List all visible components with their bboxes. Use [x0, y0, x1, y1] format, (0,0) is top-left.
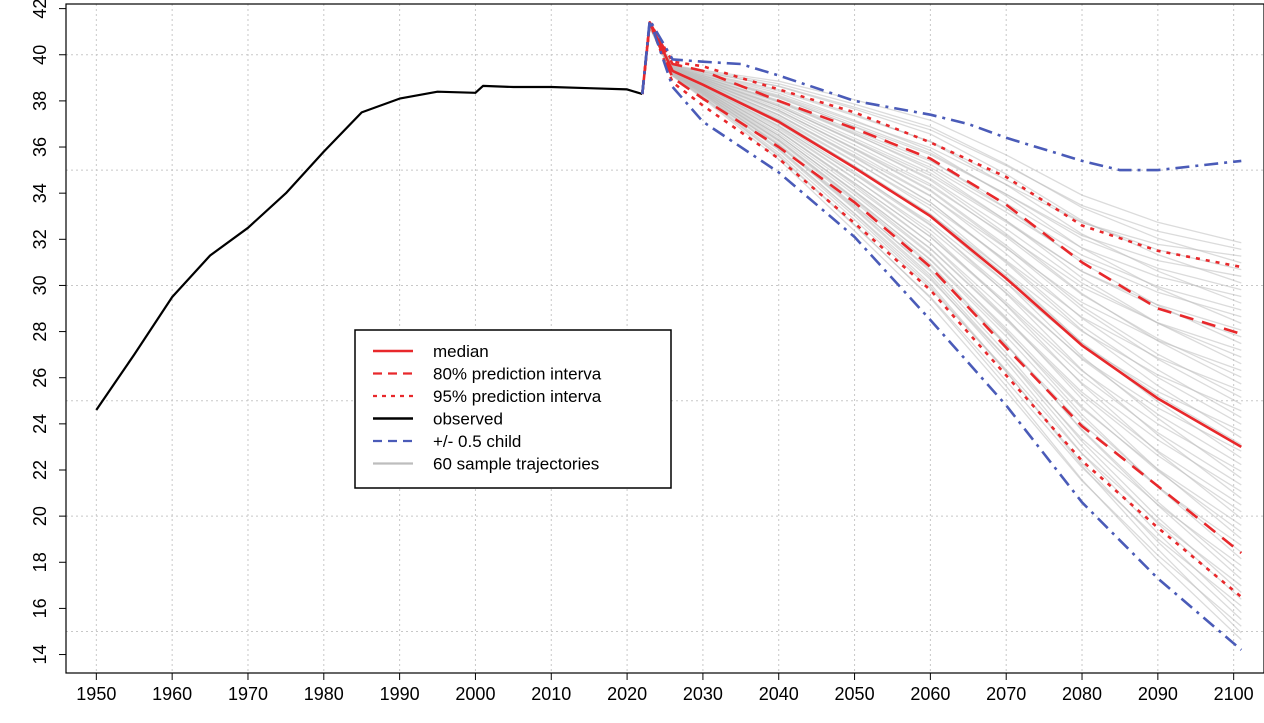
legend-label: +/- 0.5 child: [433, 432, 521, 451]
sample-trajectory-line: [649, 26, 1242, 567]
x-tick-label: 2070: [986, 684, 1026, 704]
x-tick-label: 2050: [835, 684, 875, 704]
sample-trajectory-line: [649, 26, 1242, 526]
y-tick-label: 32: [30, 229, 50, 249]
series-line-0-5-child: [641, 18, 1243, 651]
x-tick-label: 2030: [683, 684, 723, 704]
sample-trajectory-line: [649, 26, 1242, 452]
legend-label: 80% prediction interva: [433, 365, 602, 384]
y-tick-label: 16: [30, 598, 50, 618]
x-tick-label: 2100: [1214, 684, 1254, 704]
sample-trajectory-line: [649, 26, 1242, 587]
sample-trajectory-line: [649, 26, 1242, 331]
sample-trajectory-line: [649, 26, 1242, 251]
x-tick-label: 1970: [228, 684, 268, 704]
legend-label: observed: [433, 410, 503, 429]
sample-trajectory-line: [649, 26, 1242, 277]
plot-frame: [65, 3, 1264, 674]
y-tick-label: 22: [30, 460, 50, 480]
y-tick-label: 20: [30, 506, 50, 526]
series-line-median: [641, 21, 1242, 449]
x-tick-label: 2020: [607, 684, 647, 704]
x-tick-label: 2040: [759, 684, 799, 704]
x-tick-label: 2060: [910, 684, 950, 704]
series-line-0-5-child: [641, 18, 1242, 172]
y-tick-label: 30: [30, 275, 50, 295]
sample-trajectory-line: [649, 26, 1242, 351]
legend-label: 95% prediction interva: [433, 387, 602, 406]
y-tick-label: 14: [30, 644, 50, 664]
y-tick-label: 40: [30, 45, 50, 65]
y-tick-label: 42: [30, 0, 50, 19]
y-tick-label: 26: [30, 368, 50, 388]
legend-label: 60 sample trajectories: [433, 455, 599, 474]
sample-trajectories: [649, 26, 1242, 641]
legend-label: median: [433, 342, 489, 361]
x-tick-label: 1950: [76, 684, 116, 704]
legend: median 80% prediction interva 95% predicti…: [354, 329, 672, 489]
axes: 1950 1960 1970 1980 1990 2000 2010 2020 2030 2040…: [30, 0, 1254, 704]
y-tick-label: 28: [30, 322, 50, 342]
sample-trajectory-line: [649, 26, 1242, 244]
sample-trajectory-line: [649, 26, 1242, 257]
legend-box: [354, 329, 672, 489]
x-tick-label: 2090: [1138, 684, 1178, 704]
x-tick-label: 2010: [531, 684, 571, 704]
y-tick-label: 36: [30, 137, 50, 157]
series-line-80-prediction-interval: [641, 21, 1243, 555]
y-tick-label: 24: [30, 414, 50, 434]
series-lines: [95, 18, 1243, 651]
x-tick-label: 1980: [304, 684, 344, 704]
y-tick-label: 38: [30, 91, 50, 111]
sample-trajectory-line: [649, 26, 1242, 311]
y-tick-label: 34: [30, 183, 50, 203]
y-tick-label: 18: [30, 552, 50, 572]
sample-trajectory-line: [649, 26, 1242, 271]
x-tick-label: 2000: [455, 684, 495, 704]
x-tick-label: 1990: [380, 684, 420, 704]
sample-trajectory-line: [649, 26, 1242, 607]
series-line-observed: [95, 84, 643, 411]
sample-trajectory-line: [649, 26, 1242, 372]
series-line-95-prediction-interval: [641, 21, 1242, 269]
x-tick-label: 2080: [1062, 684, 1102, 704]
x-tick-label: 1960: [152, 684, 192, 704]
